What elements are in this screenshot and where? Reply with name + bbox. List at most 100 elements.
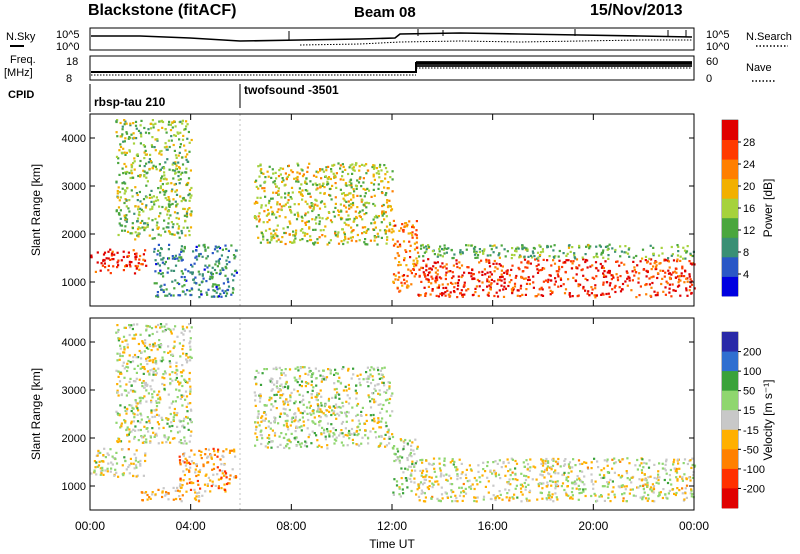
velocity-echo-cell (667, 492, 670, 495)
power-echo-cell (649, 262, 652, 265)
velocity-echo-cell (412, 449, 415, 452)
velocity-echo-cell (136, 364, 140, 367)
power-echo-cell (554, 277, 557, 280)
power-echo-cell (621, 282, 625, 286)
power-echo-cell (147, 217, 150, 220)
power-echo-cell (159, 254, 162, 257)
velocity-echo-cell (319, 389, 322, 392)
power-echo-cell (460, 264, 464, 267)
power-echo-cell (125, 205, 128, 208)
power-echo-cell (172, 223, 175, 226)
velocity-echo-cell (474, 496, 477, 499)
power-echo-cell (177, 232, 180, 235)
power-echo-cell (306, 166, 309, 169)
power-echo-cell (379, 163, 382, 166)
power-echo-cell (282, 179, 285, 182)
power-echo-cell (655, 264, 658, 267)
power-echo-cell (322, 182, 325, 185)
beam-title: Beam 08 (354, 4, 416, 21)
velocity-echo-cell (316, 445, 319, 448)
velocity-echo-cell (658, 476, 661, 479)
power-echo-cell (677, 281, 680, 284)
power-echo-cell (645, 275, 648, 278)
velocity-echo-cell (178, 495, 181, 498)
power-echo-cell (418, 274, 421, 277)
velocity-echo-cell (118, 352, 121, 355)
velocity-echo-cell (419, 459, 422, 462)
power-echo-cell (332, 172, 335, 175)
power-echo-cell (190, 138, 193, 142)
velocity-echo-cell (138, 378, 141, 381)
power-echo-cell (480, 259, 483, 262)
velocity-echo-cell (117, 375, 120, 378)
power-echo-cell (345, 200, 348, 203)
velocity-echo-cell (122, 351, 125, 354)
velocity-echo-cell (266, 442, 270, 445)
velocity-echo-cell (611, 490, 614, 493)
power-echo-cell (664, 286, 667, 289)
velocity-echo-cell (141, 340, 144, 343)
velocity-echo-cell (117, 328, 120, 332)
power-echo-cell (415, 264, 418, 267)
power-echo-cell (271, 168, 274, 171)
power-echo-cell (183, 278, 187, 282)
power-echo-cell (363, 164, 366, 167)
velocity-echo-cell (141, 341, 145, 344)
velocity-echo-cell (373, 417, 376, 420)
power-echo-cell (123, 229, 126, 232)
power-colorbar-swatch (722, 120, 738, 140)
velocity-echo-cell (280, 394, 284, 397)
power-echo-cell (136, 154, 139, 157)
velocity-echo-cell (415, 460, 418, 463)
power-echo-cell (532, 281, 535, 284)
power-echo-cell (495, 246, 498, 249)
velocity-echo-cell (469, 487, 473, 490)
power-echo-cell (473, 250, 476, 253)
power-echo-cell (225, 263, 229, 266)
velocity-echo-cell (652, 491, 655, 494)
velocity-echo-cell (666, 497, 669, 500)
velocity-echo-cell (307, 436, 310, 439)
power-echo-cell (167, 230, 171, 233)
power-echo-cell (259, 184, 262, 187)
velocity-echo-cell (133, 334, 136, 337)
power-echo-cell (416, 262, 419, 265)
power-echo-cell (139, 174, 142, 177)
velocity-echo-cell (285, 445, 288, 448)
velocity-echo-cell (372, 413, 375, 417)
power-echo-cell (564, 288, 568, 291)
velocity-echo-cell (355, 392, 358, 395)
power-echo-cell (595, 275, 598, 278)
power-echo-cell (189, 226, 193, 229)
power-echo-cell (309, 180, 312, 183)
power-echo-cell (525, 247, 528, 250)
power-echo-cell (306, 170, 309, 173)
power-echo-cell (442, 248, 445, 251)
power-echo-cell (443, 265, 446, 268)
power-echo-cell (571, 262, 574, 265)
velocity-echo-cell (199, 454, 202, 457)
velocity-echo-cell (283, 412, 287, 415)
velocity-echo-cell (118, 380, 122, 383)
power-echo-cell (325, 166, 328, 169)
power-echo-cell (692, 262, 695, 265)
velocity-echo-cell (179, 463, 182, 466)
velocity-echo-cell (202, 465, 205, 468)
velocity-echo-cell (556, 461, 560, 464)
power-echo-cell (188, 234, 191, 237)
power-echo-cell (388, 199, 391, 202)
power-echo-cell (498, 289, 501, 292)
power-echo-cell (376, 216, 379, 219)
power-ytick-label: 2000 (62, 229, 86, 241)
power-echo-cell (635, 254, 638, 258)
velocity-echo-cell (275, 385, 278, 388)
power-echo-cell (461, 293, 464, 296)
velocity-echo-cell (220, 476, 223, 479)
power-echo-cell (406, 274, 409, 278)
velocity-echo-cell (144, 452, 147, 455)
velocity-echo-cell (135, 371, 138, 374)
velocity-echo-cell (173, 437, 176, 440)
velocity-echo-cell (532, 465, 535, 468)
power-echo-cell (402, 274, 406, 277)
velocity-echo-cell (161, 495, 164, 499)
